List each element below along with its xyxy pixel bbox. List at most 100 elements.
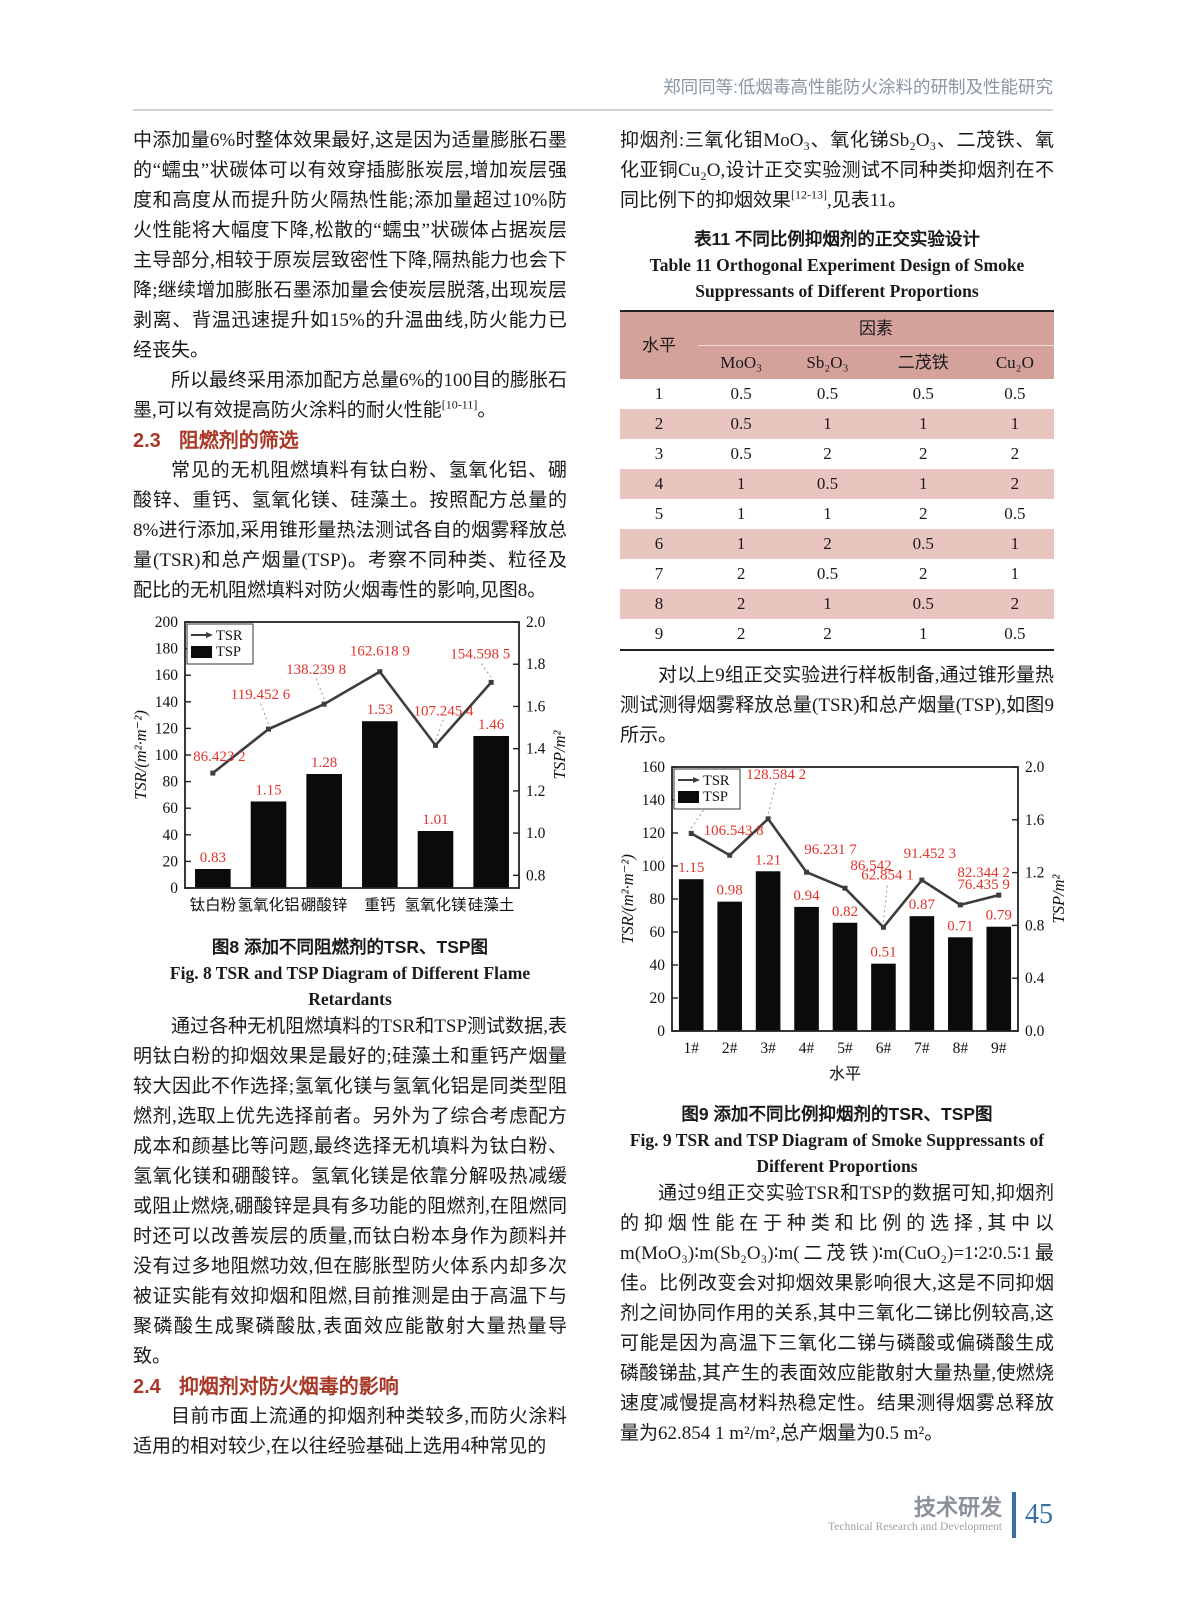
table-row: 1 0.5 0.5 0.5 0.5 — [620, 379, 1054, 409]
svg-text:TSP: TSP — [216, 644, 241, 660]
svg-text:20: 20 — [163, 853, 179, 870]
svg-text:160: 160 — [155, 667, 179, 684]
svg-text:氢氧化镁: 氢氧化镁 — [404, 896, 466, 914]
paragraph: 常见的无机阻燃填料有钛白粉、氢氧化铝、硼酸锌、重钙、氢氧化镁、硅藻土。按照配方总… — [133, 460, 567, 601]
table-row: 3 0.5 2 2 2 — [620, 439, 1054, 469]
svg-text:1.21: 1.21 — [755, 852, 781, 868]
running-header: 郑同同等:低烟毒高性能防火涂料的研制及性能研究 — [133, 74, 1053, 111]
svg-text:0: 0 — [170, 880, 178, 897]
footer-divider — [1012, 1492, 1016, 1538]
svg-text:20: 20 — [650, 990, 666, 1007]
svg-text:100: 100 — [155, 747, 179, 764]
svg-text:TSR: TSR — [703, 773, 730, 789]
svg-text:162.618 9: 162.618 9 — [350, 644, 410, 660]
svg-text:0.79: 0.79 — [986, 908, 1012, 924]
table11-caption-en: Table 11 Orthogonal Experiment Design of… — [649, 255, 1025, 301]
page-footer: 技术研发 Technical Research and Development … — [828, 1492, 1053, 1538]
svg-text:106.543 8: 106.543 8 — [704, 823, 764, 839]
svg-text:1.4: 1.4 — [526, 741, 546, 758]
svg-text:0.82: 0.82 — [832, 904, 858, 920]
svg-text:TSP: TSP — [703, 789, 728, 805]
paragraph-text: 抑烟剂:三氧化钼MoO₃、氧化锑Sb₂O₃、二茂铁、氧化亚铜Cu₂O,设计正交实… — [620, 130, 1054, 211]
svg-text:9#: 9# — [991, 1040, 1007, 1057]
svg-text:40: 40 — [163, 827, 179, 844]
section-title: 阻燃剂的筛选 — [178, 430, 299, 452]
svg-text:0: 0 — [657, 1023, 665, 1040]
table-cell: 2 — [736, 594, 746, 613]
table11-header-row-group: 水平 因素 — [620, 311, 1054, 355]
figure8: 86.423 2 119.452 6 138.239 8 162.618 9 107.2… — [131, 610, 569, 932]
svg-text:水平: 水平 — [829, 1065, 861, 1083]
svg-text:0.71: 0.71 — [947, 918, 973, 934]
svg-text:1.6: 1.6 — [1025, 812, 1045, 829]
paragraph: 抑烟剂:三氧化钼MoO₃、氧化锑Sb₂O₃、二茂铁、氧化亚铜Cu₂O,设计正交实… — [620, 126, 1054, 216]
svg-text:0.94: 0.94 — [793, 888, 820, 904]
table11: 水平 因素 MoO₃ Sb₂O₃ 二茂铁 Cu₂O 1 0.5 0.5 0.5 0.5 2 0.5… — [620, 310, 1054, 651]
svg-text:1.2: 1.2 — [1025, 865, 1044, 882]
svg-text:1#: 1# — [683, 1040, 699, 1057]
svg-text:86.542: 86.542 — [850, 858, 891, 874]
svg-text:1.15: 1.15 — [255, 782, 281, 798]
svg-text:1.2: 1.2 — [526, 783, 545, 800]
table11-factor-header: Sb₂O₃ — [806, 352, 849, 372]
table-cell: 2 — [823, 444, 832, 463]
table-cell: 1 — [823, 594, 832, 613]
svg-text:96.231 7: 96.231 7 — [804, 842, 857, 858]
table-cell: 1 — [918, 414, 928, 433]
table-cell: 2 — [1010, 474, 1020, 493]
table11-header: 水平 因素 MoO₃ Sb₂O₃ 二茂铁 Cu₂O — [620, 311, 1054, 379]
svg-text:1.8: 1.8 — [526, 656, 546, 673]
footer-section: 技术研发 Technical Research and Development — [828, 1495, 1002, 1535]
figure9-caption-en: Fig. 9 TSR and TSP Diagram of Smoke Supp… — [629, 1130, 1045, 1176]
svg-text:91.452 3: 91.452 3 — [904, 846, 957, 862]
table-cell: 2 — [1010, 594, 1020, 613]
svg-text:3#: 3# — [760, 1040, 776, 1057]
svg-text:82.344 2: 82.344 2 — [957, 865, 1010, 881]
table-cell: 2 — [736, 564, 746, 583]
svg-text:200: 200 — [155, 614, 179, 631]
paragraph: 通过9组正交实验TSR和TSP的数据可知,抑烟剂的抑烟性能在于种类和比例的选择,… — [620, 1183, 1054, 1444]
svg-text:138.239 8: 138.239 8 — [286, 662, 346, 678]
svg-text:180: 180 — [155, 641, 179, 658]
table-cell: 1 — [736, 504, 746, 523]
svg-text:120: 120 — [155, 720, 179, 737]
svg-text:60: 60 — [163, 800, 179, 817]
table-cell: 2 — [654, 414, 664, 433]
svg-text:1.53: 1.53 — [367, 702, 393, 718]
svg-text:4#: 4# — [799, 1040, 815, 1057]
table-row: 4 1 0.5 1 2 — [620, 469, 1054, 499]
table-cell: 1 — [654, 384, 664, 403]
table-cell: 1 — [1010, 564, 1020, 583]
page-number: 45 — [1025, 1499, 1053, 1530]
citation-ref: [10-11] — [441, 397, 478, 412]
svg-text:0.51: 0.51 — [870, 945, 896, 961]
svg-text:76.435 9: 76.435 9 — [957, 877, 1010, 893]
svg-text:0.98: 0.98 — [717, 883, 743, 899]
table-cell: 9 — [654, 624, 664, 643]
left-column: 中添加量6%时整体效果最好,这是因为适量膨胀石墨的“蠕虫”状碳体可以有效穿插膨胀… — [131, 126, 569, 1462]
table-cell: 2 — [918, 564, 928, 583]
section-heading-2-4: 2.4 抑烟剂对防火烟毒的影响 — [133, 1372, 567, 1402]
table-cell: 1 — [1010, 414, 1020, 433]
svg-text:1.0: 1.0 — [526, 825, 546, 842]
svg-text:重钙: 重钙 — [364, 896, 395, 914]
svg-text:119.452 6: 119.452 6 — [231, 687, 291, 703]
svg-text:107.245 4: 107.245 4 — [414, 703, 475, 719]
svg-text:TSP/m²: TSP/m² — [550, 729, 569, 779]
table-cell: 2 — [823, 624, 832, 643]
table-cell: 6 — [654, 534, 664, 553]
svg-text:0.83: 0.83 — [200, 850, 226, 866]
svg-text:1.01: 1.01 — [422, 812, 448, 828]
table-cell: 2 — [918, 444, 928, 463]
table-cell: 0.5 — [730, 444, 752, 463]
svg-text:硼酸锌: 硼酸锌 — [301, 896, 348, 914]
svg-text:1.46: 1.46 — [478, 717, 505, 733]
svg-text:1.28: 1.28 — [311, 755, 337, 771]
table-cell: 0.5 — [912, 384, 934, 403]
table11-header-factors-group: 因素 — [698, 311, 1054, 346]
table-cell: 0.5 — [1004, 504, 1026, 523]
table-cell: 1 — [1010, 534, 1020, 553]
table11-factor-header: MoO₃ — [720, 352, 763, 372]
svg-text:100: 100 — [642, 858, 666, 875]
